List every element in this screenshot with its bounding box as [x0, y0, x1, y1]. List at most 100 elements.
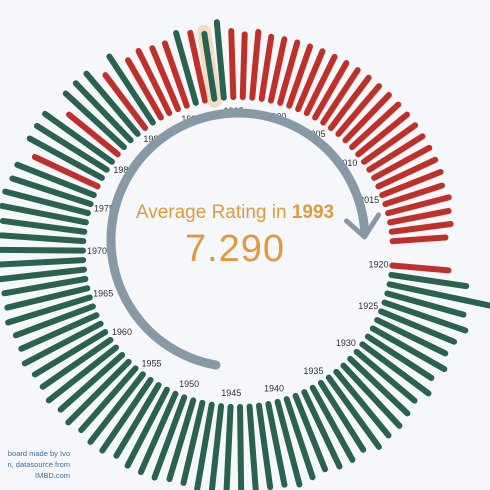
year-bar-1987[interactable]: [125, 57, 164, 121]
year-bar-1969[interactable]: [0, 257, 87, 268]
year-bar-1924[interactable]: [381, 299, 469, 334]
year-bar-1947[interactable]: [194, 401, 215, 490]
year-bar-1977[interactable]: [31, 153, 101, 190]
year-bar-1979[interactable]: [33, 122, 110, 173]
year-bar-1992[interactable]: [187, 29, 209, 104]
year-bar-2007[interactable]: [335, 83, 383, 137]
year-bar-2010[interactable]: [355, 111, 410, 158]
year-bar-2013[interactable]: [371, 144, 433, 181]
year-bar-2015[interactable]: [379, 169, 444, 199]
year-bar-1986[interactable]: [106, 53, 156, 126]
year-bar-1963[interactable]: [18, 312, 100, 352]
year-bar-1981[interactable]: [66, 111, 121, 158]
year-bar-1937[interactable]: [301, 389, 343, 470]
year-bar-1984[interactable]: [83, 70, 141, 137]
year-bar-1923[interactable]: [384, 290, 467, 318]
year-bar-1949[interactable]: [166, 397, 197, 483]
year-bar-1953[interactable]: [113, 382, 162, 459]
year-bar-2019[interactable]: [388, 220, 454, 235]
year-bar-2002[interactable]: [295, 48, 326, 113]
year-bar-1954[interactable]: [99, 376, 154, 454]
year-bar-1951[interactable]: [137, 390, 179, 476]
year-bar-1967[interactable]: [1, 275, 89, 297]
year-bar-1945[interactable]: [223, 403, 234, 490]
year-bar-1983[interactable]: [72, 80, 134, 144]
year-bar-1961[interactable]: [31, 329, 109, 378]
year-bar-1950[interactable]: [151, 394, 188, 481]
year-bar-2001[interactable]: [286, 43, 314, 109]
year-bar-1941[interactable]: [265, 401, 288, 488]
year-bar-1957[interactable]: [65, 358, 132, 426]
year-bar-1962[interactable]: [21, 320, 104, 367]
year-bar-2000[interactable]: [277, 39, 301, 106]
year-bar-1946[interactable]: [208, 403, 225, 490]
year-bar-1982[interactable]: [62, 90, 127, 151]
year-bar-1999[interactable]: [267, 36, 288, 104]
year-bar-2004[interactable]: [312, 60, 350, 121]
year-bar-1944[interactable]: [237, 403, 245, 490]
year-bar-1994[interactable]: [213, 19, 227, 101]
year-bar-1966[interactable]: [4, 285, 91, 311]
year-bar-1970[interactable]: [0, 246, 87, 254]
year-bar-1955[interactable]: [87, 371, 146, 445]
year-bar-1991[interactable]: [173, 30, 199, 106]
year-bar-1959[interactable]: [45, 344, 120, 404]
year-bar-1974[interactable]: [2, 188, 91, 217]
year-bar-1973[interactable]: [0, 202, 89, 226]
year-bar-2017[interactable]: [385, 194, 452, 217]
credit-text[interactable]: board made by Ivo n, datasource from IMB…: [0, 448, 70, 481]
year-bar-1939[interactable]: [283, 396, 316, 481]
year-bar-1972[interactable]: [0, 217, 88, 235]
year-bar-1968[interactable]: [0, 266, 88, 283]
year-bar-1978[interactable]: [26, 135, 105, 181]
year-bar-2008[interactable]: [342, 92, 392, 144]
year-bar-1952[interactable]: [124, 386, 170, 469]
year-bar-1933[interactable]: [333, 368, 392, 439]
year-bar-1964[interactable]: [12, 303, 96, 339]
year-bar-1960[interactable]: [39, 337, 114, 390]
year-bar-1989[interactable]: [149, 45, 181, 113]
year-bar-2009[interactable]: [349, 101, 402, 151]
year-bar-1980[interactable]: [42, 110, 115, 165]
year-bar-1922[interactable]: [386, 281, 490, 309]
year-bar-1920[interactable]: [389, 262, 452, 274]
year-bar-2016[interactable]: [382, 182, 445, 207]
year-bar-1930[interactable]: [353, 348, 418, 404]
year-bar-1934[interactable]: [325, 374, 382, 450]
year-bar-1921[interactable]: [388, 271, 470, 290]
year-bar-2011[interactable]: [361, 122, 419, 165]
year-bar-1938[interactable]: [292, 392, 328, 473]
year-bar-1985[interactable]: [102, 72, 149, 131]
year-bar-1931[interactable]: [347, 355, 411, 417]
year-bar-1925[interactable]: [378, 308, 458, 345]
year-bar-2005[interactable]: [320, 67, 361, 126]
year-bar-1929[interactable]: [359, 341, 432, 397]
year-bar-1936[interactable]: [309, 384, 356, 463]
year-bar-2006[interactable]: [327, 74, 372, 131]
year-bar-1943[interactable]: [246, 403, 259, 490]
year-bar-1965[interactable]: [5, 294, 93, 326]
year-bar-2003[interactable]: [303, 53, 338, 117]
year-bar-1926[interactable]: [374, 317, 449, 357]
year-bar-1993[interactable]: [201, 30, 218, 102]
year-bar-2014[interactable]: [375, 156, 439, 190]
year-bar-1996[interactable]: [239, 31, 248, 101]
year-bar-1976[interactable]: [14, 161, 97, 199]
year-bar-1932[interactable]: [340, 362, 403, 429]
year-bar-1940[interactable]: [274, 398, 303, 488]
year-bar-1948[interactable]: [180, 399, 206, 486]
year-bar-2012[interactable]: [366, 133, 426, 173]
year-bar-1942[interactable]: [255, 402, 274, 490]
year-bar-1928[interactable]: [364, 333, 435, 381]
year-bar-1990[interactable]: [161, 40, 190, 109]
year-bar-1975[interactable]: [9, 175, 94, 207]
year-bar-1995[interactable]: [228, 28, 237, 101]
year-bar-1927[interactable]: [369, 325, 448, 373]
year-bar-1988[interactable]: [135, 47, 173, 117]
year-bar-1935[interactable]: [317, 379, 367, 453]
year-bar-1997[interactable]: [249, 28, 262, 101]
year-bar-1956[interactable]: [78, 365, 139, 434]
year-bar-1971[interactable]: [0, 232, 87, 245]
year-bar-1998[interactable]: [258, 33, 275, 102]
year-bar-2018[interactable]: [387, 207, 452, 226]
